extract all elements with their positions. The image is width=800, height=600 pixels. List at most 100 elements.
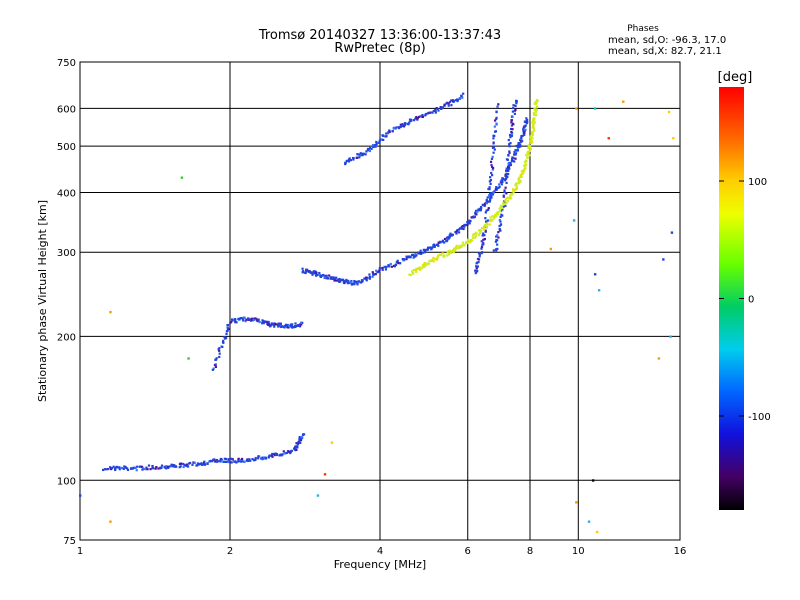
data-point [227, 327, 230, 330]
data-point [477, 261, 480, 264]
data-point [159, 466, 162, 469]
data-point [456, 229, 459, 232]
data-point [507, 154, 510, 157]
data-point [455, 232, 458, 235]
data-point [441, 106, 445, 109]
data-point [487, 207, 490, 210]
data-point [214, 458, 217, 462]
data-point [131, 467, 134, 470]
data-point [414, 255, 417, 258]
data-point [523, 120, 526, 123]
data-point [480, 245, 484, 249]
data-point [183, 463, 186, 467]
data-point [511, 115, 514, 118]
data-point [370, 147, 373, 150]
data-point [526, 118, 529, 122]
data-point [335, 279, 338, 282]
data-point [175, 465, 178, 468]
data-point [436, 107, 439, 111]
data-point [282, 450, 285, 453]
data-point [452, 99, 455, 102]
data-point [302, 433, 306, 436]
data-point [531, 137, 534, 140]
data-point [222, 339, 225, 342]
data-point [415, 270, 418, 274]
data-point [381, 134, 385, 137]
data-point [528, 149, 531, 153]
data-point [154, 467, 157, 470]
data-point [434, 108, 437, 112]
data-point [521, 127, 525, 130]
data-point [353, 283, 356, 286]
data-point [532, 112, 535, 115]
data-point [515, 187, 518, 191]
data-point [246, 458, 249, 461]
data-point [495, 122, 498, 125]
data-point [393, 265, 396, 268]
data-point [235, 321, 238, 324]
data-point [306, 268, 309, 271]
data-point [521, 172, 524, 176]
data-point [414, 252, 417, 256]
data-point [493, 215, 496, 218]
data-point [226, 323, 230, 327]
data-point [483, 202, 487, 205]
data-point [350, 283, 353, 286]
data-point [277, 325, 280, 328]
data-point [144, 468, 148, 471]
data-point [214, 363, 217, 366]
colorbar-label: [deg] [718, 70, 753, 85]
data-point [273, 325, 276, 328]
data-point [482, 238, 485, 241]
data-point [437, 244, 440, 247]
data-point [495, 187, 498, 190]
data-point [519, 180, 522, 183]
data-point [245, 459, 249, 462]
data-point [341, 278, 344, 281]
y-tick-label: 400 [57, 188, 76, 199]
data-traces [102, 92, 539, 472]
legend-line-o: mean, sd,O: -96.3, 17.0 [608, 35, 726, 46]
data-point [483, 223, 487, 227]
data-point [400, 124, 403, 128]
data-point [110, 467, 114, 470]
data-point [416, 251, 420, 254]
data-point [533, 129, 536, 132]
data-point [322, 273, 325, 277]
data-point [134, 466, 137, 470]
data-point [252, 459, 256, 462]
data-point [607, 137, 610, 140]
data-point [212, 458, 215, 461]
data-point [301, 271, 304, 274]
data-point [511, 159, 514, 163]
data-point [344, 161, 347, 164]
data-point [416, 117, 419, 120]
data-point [492, 137, 495, 140]
data-point [486, 196, 489, 199]
data-point [421, 265, 424, 268]
data-point [381, 268, 384, 271]
data-point [527, 150, 530, 153]
data-point [214, 460, 217, 463]
data-point [225, 330, 229, 333]
data-point [491, 168, 494, 171]
data-point [456, 99, 459, 103]
data-point [504, 177, 508, 180]
data-point [498, 224, 501, 228]
data-point [455, 98, 459, 101]
data-point [391, 130, 394, 133]
data-point [470, 239, 473, 242]
data-point [172, 463, 175, 467]
data-point [301, 433, 305, 436]
data-point [490, 194, 493, 197]
data-point [103, 468, 107, 471]
data-point [218, 349, 221, 352]
data-point [491, 146, 495, 149]
data-point [443, 241, 446, 244]
data-point [285, 451, 288, 455]
data-point [524, 164, 527, 167]
data-point [356, 281, 359, 284]
data-point [488, 186, 491, 189]
data-point [488, 188, 491, 191]
data-point [524, 161, 527, 164]
